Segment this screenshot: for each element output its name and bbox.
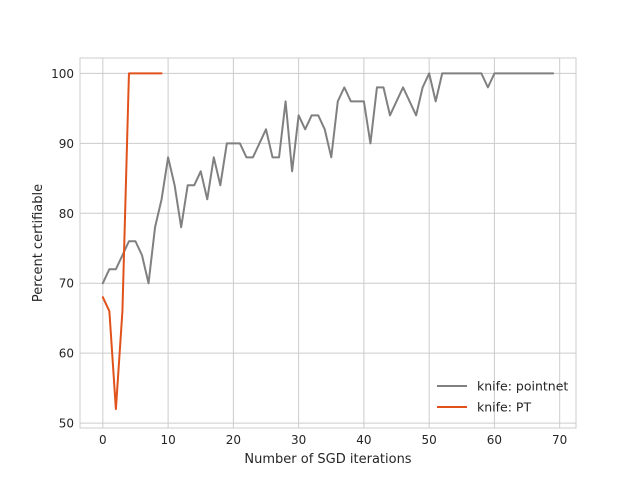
y-tick-label: 100: [51, 67, 74, 81]
x-tick-label: 50: [422, 433, 437, 447]
legend-label-pointnet: knife: pointnet: [477, 379, 568, 394]
y-tick-label: 70: [59, 277, 74, 291]
series-line-pointnet: [101, 72, 555, 285]
y-tick-label: 90: [59, 137, 74, 151]
legend-label-pt: knife: PT: [477, 400, 531, 415]
y-tick-label: 50: [59, 417, 74, 431]
x-tick-labels: 0 10 20 30 40 50 60 70: [99, 433, 567, 447]
x-tick-label: 0: [99, 433, 107, 447]
x-tick-label: 70: [552, 433, 567, 447]
y-tick-labels: 50 60 70 80 90 100: [51, 67, 74, 431]
series-layer: [101, 72, 555, 411]
legend: knife: pointnet knife: PT: [437, 379, 568, 415]
y-axis-label: Percent certifiable: [31, 184, 46, 302]
y-tick-label: 80: [59, 207, 74, 221]
plot-area: [79, 57, 577, 429]
x-tick-label: 20: [226, 433, 241, 447]
x-tick-label: 40: [356, 433, 371, 447]
x-tick-label: 30: [291, 433, 306, 447]
x-tick-label: 60: [487, 433, 502, 447]
x-tick-label: 10: [160, 433, 175, 447]
y-tick-label: 60: [59, 347, 74, 361]
x-axis-label: Number of SGD iterations: [244, 452, 411, 467]
series-line-pt: [101, 72, 163, 411]
